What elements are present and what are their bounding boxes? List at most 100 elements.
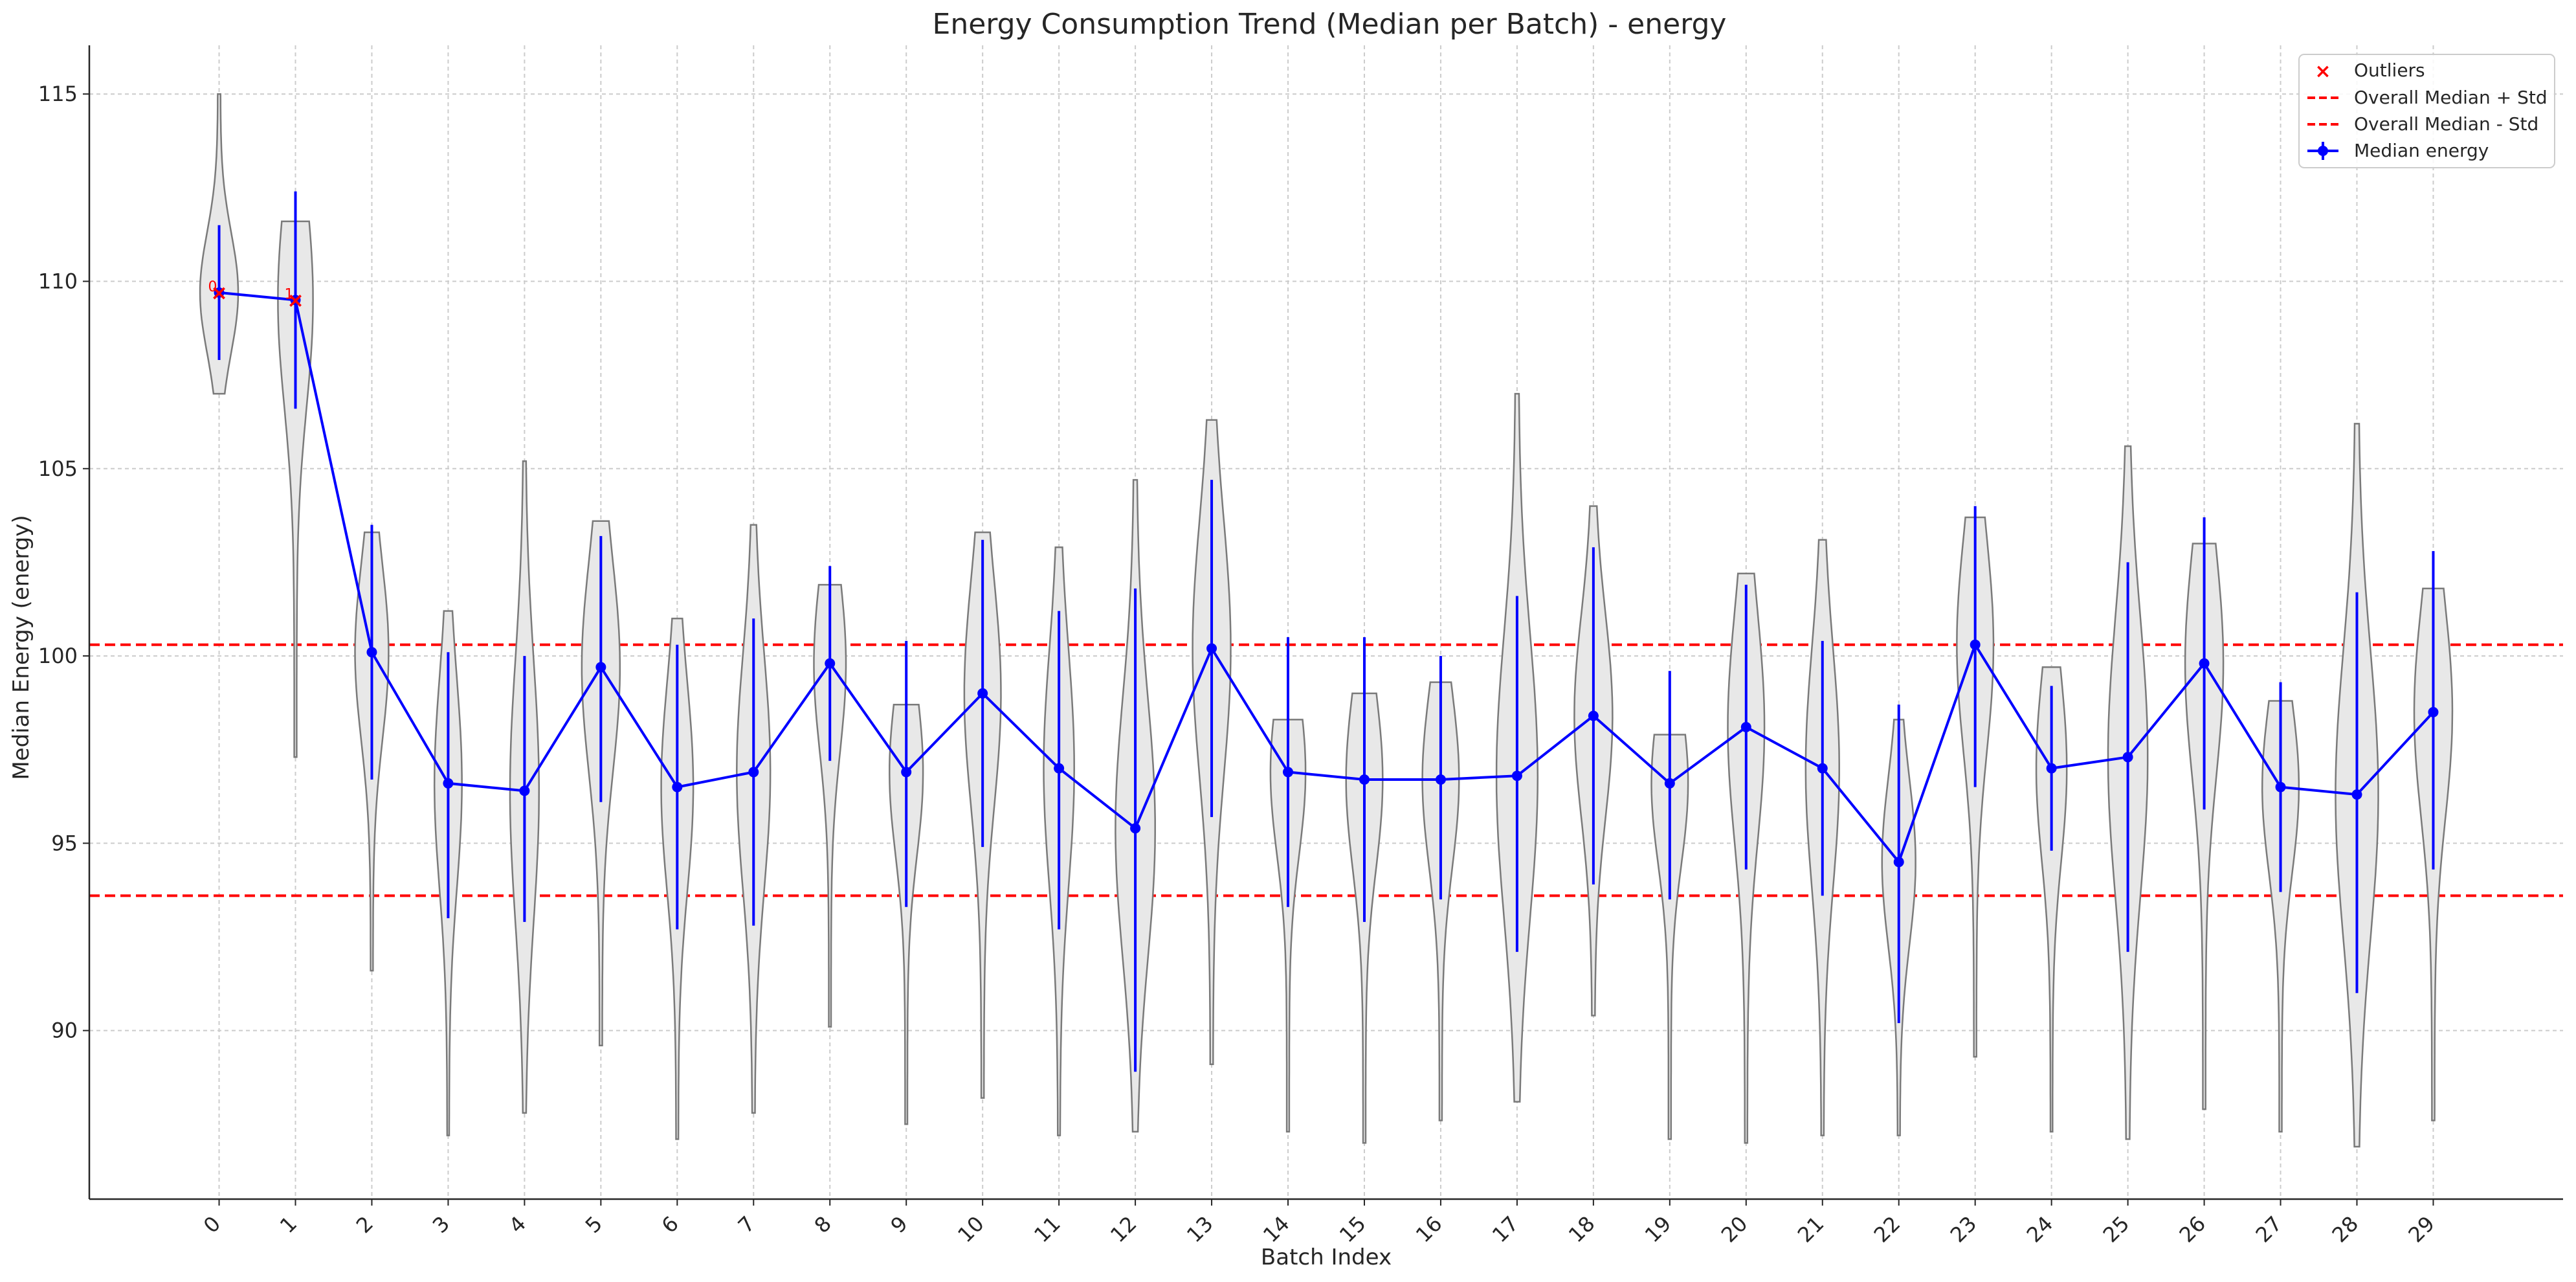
- x-tick-label: 9: [886, 1211, 913, 1238]
- median-point: [901, 767, 912, 778]
- x-axis-label: Batch Index: [1261, 1244, 1392, 1270]
- median-point: [825, 658, 836, 669]
- x-tick-labels: 0 1 2 3 4 5 6 7 8 9 10 11 12 13 14 15 16 17 18 19 20 21 22 23 24…: [199, 1211, 2439, 1248]
- x-tick-label: 23: [1946, 1211, 1982, 1248]
- outlier-label: 0: [208, 279, 217, 295]
- violin-batch-24: [2035, 666, 2068, 1133]
- median-point: [748, 767, 759, 778]
- x-tick-label: 14: [1258, 1211, 1294, 1248]
- x-tick-label: 18: [1564, 1211, 1600, 1248]
- median-point: [1206, 643, 1217, 654]
- median-point: [290, 295, 301, 306]
- x-tick-label: 0: [199, 1211, 225, 1238]
- median-point: [595, 662, 606, 673]
- median-point: [2428, 706, 2439, 717]
- legend-outliers-label: Outliers: [2354, 60, 2425, 81]
- x-tick-label: 25: [2098, 1211, 2135, 1248]
- x-tick-label: 16: [1411, 1211, 1447, 1248]
- x-tick-label: 29: [2403, 1211, 2439, 1248]
- median-point: [1817, 763, 1828, 774]
- x-tick-label: 5: [581, 1211, 607, 1238]
- legend-minus-std-label: Overall Median - Std: [2354, 113, 2538, 135]
- x-tick-label: 21: [1793, 1211, 1829, 1248]
- y-tick-label: 90: [51, 1018, 78, 1043]
- median-point: [1511, 770, 1522, 782]
- chart-title: Energy Consumption Trend (Median per Bat…: [933, 8, 1727, 41]
- violin-batch-9: [889, 704, 924, 1125]
- median-point: [1970, 639, 1981, 650]
- median-point: [1588, 710, 1599, 721]
- median-point: [672, 782, 683, 793]
- y-tick-label: 105: [38, 456, 78, 481]
- x-tick-label: 20: [1716, 1211, 1753, 1248]
- violin-batch-19: [1650, 734, 1689, 1140]
- median-point: [519, 785, 530, 796]
- x-tick-label: 8: [810, 1211, 836, 1238]
- x-tick-label: 13: [1182, 1211, 1218, 1248]
- x-tick-label: 19: [1640, 1211, 1676, 1248]
- x-tick-label: 24: [2022, 1211, 2058, 1248]
- median-point: [977, 688, 988, 699]
- x-tick-label: 1: [275, 1211, 302, 1238]
- violin-batch-26: [2184, 543, 2225, 1110]
- x-tick-label: 27: [2251, 1211, 2287, 1248]
- outliers: ×0×1: [208, 279, 304, 313]
- median-point: [1740, 722, 1751, 732]
- median-point: [1664, 778, 1675, 789]
- reference-lines: [89, 643, 2563, 897]
- median-point: [1130, 823, 1141, 834]
- violins: [199, 93, 2454, 1148]
- x-tick-label: 22: [1869, 1211, 1905, 1248]
- x-tick-label: 17: [1487, 1211, 1524, 1248]
- outlier-marker: ×: [210, 280, 228, 305]
- violin-batch-16: [1421, 681, 1460, 1121]
- x-tick-label: 12: [1105, 1211, 1142, 1248]
- violin-batch-8: [813, 583, 847, 1028]
- median-point: [443, 778, 454, 789]
- median-point: [2046, 763, 2057, 774]
- median-point: [2351, 789, 2362, 800]
- median-line: [219, 291, 2434, 865]
- median-point: [366, 647, 377, 658]
- median-point: [2122, 752, 2133, 763]
- violin-batch-14: [1269, 719, 1307, 1133]
- x-tick-label: 15: [1335, 1211, 1371, 1248]
- outlier-marker: ×: [287, 287, 304, 312]
- x-tick-label: 4: [504, 1211, 531, 1238]
- median-point: [214, 287, 225, 298]
- violin-batch-1: [277, 220, 314, 758]
- y-tick-label: 115: [38, 82, 78, 106]
- median-point: [1283, 767, 1294, 778]
- x-tick-label: 11: [1029, 1211, 1065, 1248]
- x-tick-label: 2: [351, 1211, 378, 1238]
- x-tick-label: 6: [657, 1211, 683, 1238]
- x-tick-label: 28: [2327, 1211, 2363, 1248]
- legend: × Outliers Overall Median + Std Overall …: [2298, 54, 2555, 168]
- legend-box: [2298, 54, 2555, 168]
- x-tick-label: 10: [953, 1211, 989, 1248]
- median-point: [1054, 763, 1065, 774]
- median-point: [1359, 774, 1370, 785]
- median-points: [214, 287, 2439, 868]
- legend-plus-std-label: Overall Median + Std: [2354, 87, 2548, 108]
- legend-median-marker: [2318, 146, 2328, 156]
- median-point: [2199, 658, 2210, 669]
- legend-median-label: Median energy: [2354, 140, 2489, 161]
- y-tick-labels: 90 95 100 105 110 115: [38, 82, 78, 1042]
- median-point: [1435, 774, 1446, 785]
- x-tick-label: 7: [733, 1211, 760, 1238]
- y-axis-label: Median Energy (energy): [8, 515, 34, 780]
- x-tick-label: 26: [2175, 1211, 2211, 1248]
- error-bars: [217, 191, 2435, 1072]
- x-tick-label: 3: [428, 1211, 454, 1238]
- violin-batch-27: [2261, 700, 2300, 1133]
- outlier-label: 1: [285, 286, 294, 302]
- legend-outlier-marker: ×: [2315, 60, 2331, 83]
- median-point: [2275, 782, 2286, 793]
- y-tick-label: 110: [38, 269, 78, 294]
- median-point: [1893, 857, 1904, 868]
- y-tick-label: 95: [51, 831, 78, 855]
- median-energy-line: [219, 291, 2434, 865]
- y-tick-label: 100: [38, 644, 78, 668]
